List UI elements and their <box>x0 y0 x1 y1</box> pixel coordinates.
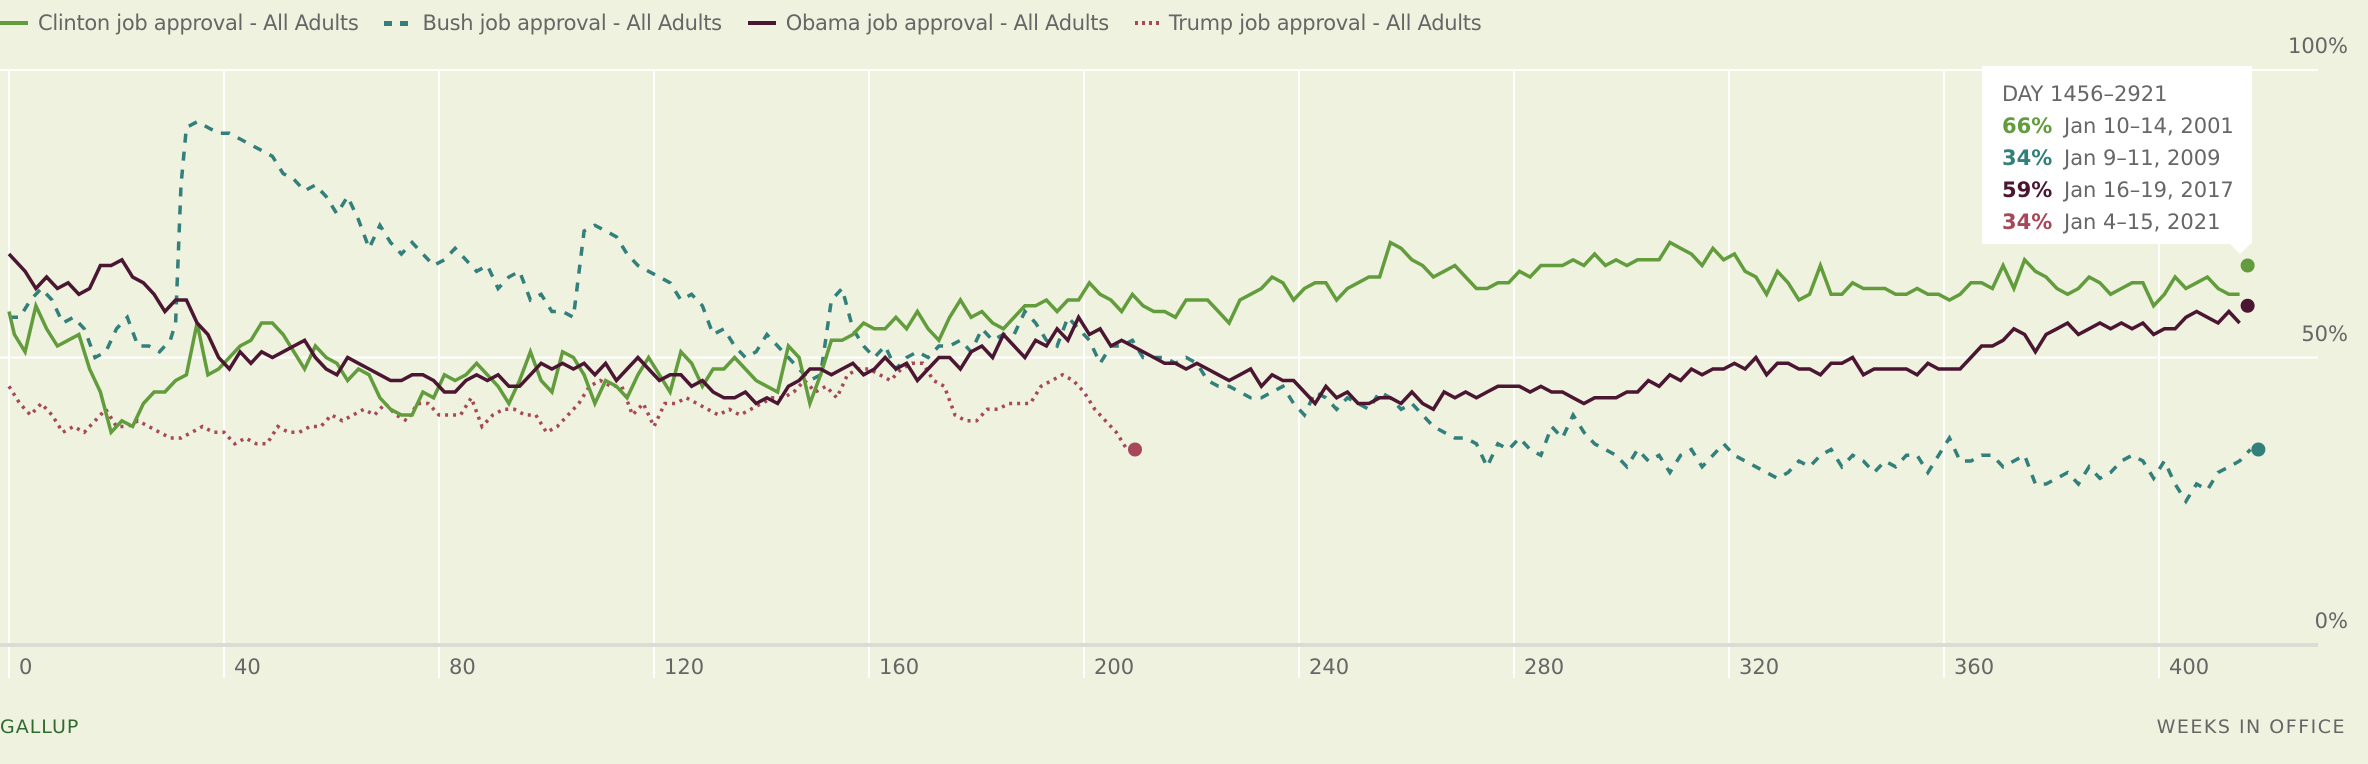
legend-swatch-dotted-line-icon <box>1134 21 1159 25</box>
legend-item-obama[interactable]: Obama job approval - All Adults <box>747 11 1109 35</box>
legend-label-clinton: Clinton job approval - All Adults <box>38 11 359 35</box>
endpoint-marker-trump <box>1128 442 1142 457</box>
tooltip-row-obama: 59% Jan 16–19, 2017 <box>2002 174 2252 206</box>
series-line-clinton[interactable] <box>7 239 2240 436</box>
endpoint-marker-obama <box>2240 298 2255 313</box>
legend-label-trump: Trump job approval - All Adults <box>1168 11 1482 35</box>
tooltip-value: 59% <box>2002 178 2053 202</box>
series-endpoints <box>1128 258 2266 457</box>
x-tick-label: 400 <box>2169 655 2210 679</box>
legend-swatch-solid-line-icon <box>747 21 776 25</box>
tooltip-date: Jan 9–11, 2009 <box>2064 146 2221 170</box>
endpoint-marker-bush <box>2251 442 2266 457</box>
legend-swatch-dashed-line-icon <box>384 20 413 26</box>
series-line-bush[interactable] <box>9 119 2252 505</box>
tooltip-row-bush: 34% Jan 9–11, 2009 <box>2002 142 2252 174</box>
y-tick-label: 100% <box>2287 34 2348 58</box>
chart-legend: Clinton job approval - All Adults Bush j… <box>0 8 1482 38</box>
x-tick-label: 240 <box>1309 655 1350 679</box>
legend-label-bush: Bush job approval - All Adults <box>422 11 722 35</box>
series-lines <box>7 119 2252 505</box>
tooltip-value: 34% <box>2002 146 2053 170</box>
grid-lines <box>0 69 2318 678</box>
tooltip-value: 34% <box>2002 210 2053 234</box>
legend-item-trump[interactable]: Trump job approval - All Adults <box>1134 11 1482 35</box>
legend-item-clinton[interactable]: Clinton job approval - All Adults <box>0 11 359 35</box>
legend-label-obama: Obama job approval - All Adults <box>785 11 1109 35</box>
endpoint-marker-clinton <box>2240 258 2255 273</box>
y-tick-label: 0% <box>2314 609 2348 633</box>
tooltip-value: 66% <box>2002 114 2053 138</box>
x-tick-label: 360 <box>1954 655 1995 679</box>
y-tick-label: 50% <box>2301 321 2348 346</box>
x-tick-label: 200 <box>1094 655 1135 679</box>
x-tick-label: 280 <box>1524 655 1565 679</box>
tooltip-date: Jan 16–19, 2017 <box>2064 178 2234 202</box>
tooltip-date: Jan 4–15, 2021 <box>2064 210 2221 234</box>
hover-tooltip: DAY 1456–2921 66% Jan 10–14, 2001 34% Jan … <box>1982 66 2252 254</box>
legend-item-bush[interactable]: Bush job approval - All Adults <box>384 11 722 35</box>
x-tick-label: 320 <box>1739 655 1780 679</box>
x-axis-title: WEEKS IN OFFICE <box>2156 716 2346 738</box>
tooltip-title: DAY 1456–2921 <box>2002 82 2168 106</box>
x-tick-label: 40 <box>234 655 261 679</box>
x-tick-label: 80 <box>449 655 476 679</box>
series-line-obama[interactable] <box>7 252 2241 412</box>
legend-swatch-solid-line-icon <box>0 21 28 25</box>
tooltip-date: Jan 10–14, 2001 <box>2064 114 2234 138</box>
series-line-trump[interactable] <box>7 361 1129 451</box>
source-label: GALLUP <box>0 716 80 738</box>
tooltip-row-clinton: 66% Jan 10–14, 2001 <box>2002 110 2252 142</box>
x-tick-label: 160 <box>879 655 920 679</box>
tooltip-row-trump: 34% Jan 4–15, 2021 <box>2002 206 2252 238</box>
x-tick-label: 120 <box>664 655 705 679</box>
x-tick-label: 0 <box>19 655 33 679</box>
